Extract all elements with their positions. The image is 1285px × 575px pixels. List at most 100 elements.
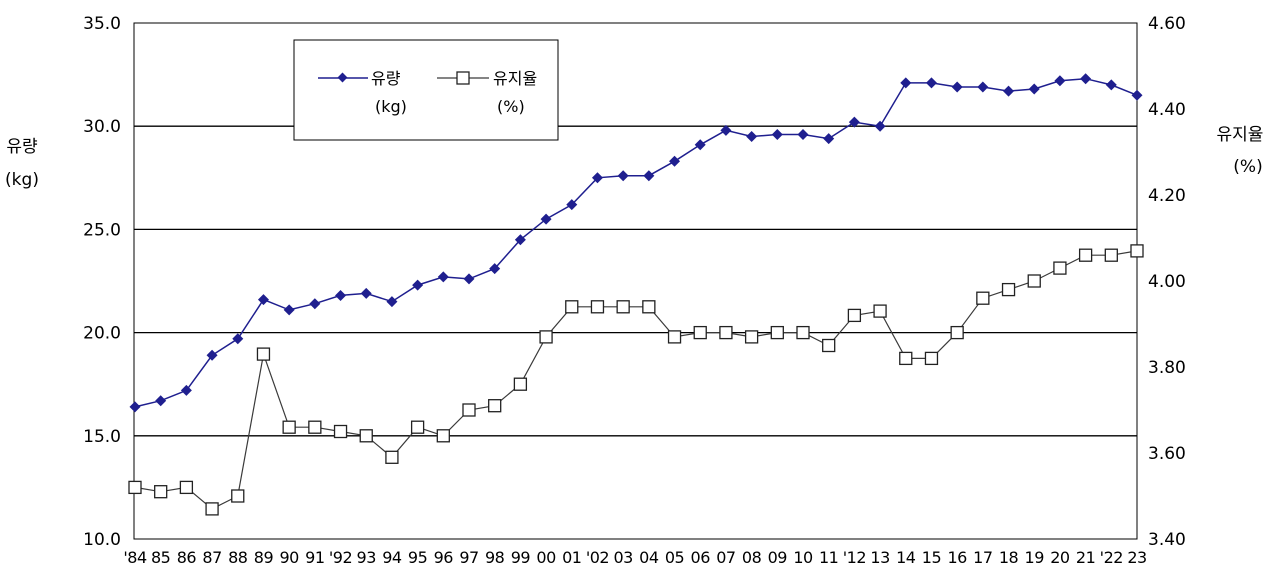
yield-point bbox=[1105, 79, 1117, 91]
fat-point bbox=[924, 351, 939, 366]
x-tick-label: 18 bbox=[999, 548, 1019, 567]
x-tick-label: 20 bbox=[1050, 548, 1070, 567]
left-tick-label: 10.0 bbox=[83, 530, 121, 550]
fat-point bbox=[539, 330, 553, 344]
yield-point bbox=[257, 294, 269, 306]
fat-point bbox=[667, 330, 682, 344]
x-tick-label: '22 bbox=[1100, 548, 1123, 567]
x-tick-label: '12 bbox=[843, 548, 866, 567]
yield-point bbox=[1131, 89, 1143, 101]
right-axis-title-line1: 유지율 bbox=[1217, 125, 1264, 145]
yield-point bbox=[155, 395, 167, 407]
fat-point bbox=[1001, 282, 1016, 297]
fat-point bbox=[847, 308, 862, 323]
yield-point bbox=[1003, 85, 1015, 97]
fat-point bbox=[359, 429, 373, 443]
fat-point bbox=[256, 347, 271, 361]
fat-point bbox=[976, 291, 990, 305]
yield-point bbox=[797, 128, 809, 140]
fat-point bbox=[950, 325, 964, 340]
x-tick-label: 10 bbox=[793, 548, 813, 567]
fat-point bbox=[1053, 261, 1067, 275]
fat-point bbox=[436, 429, 450, 443]
x-tick-label: '02 bbox=[586, 548, 609, 567]
yield-point bbox=[232, 333, 244, 345]
x-tick-label: 05 bbox=[665, 548, 684, 567]
fat-point bbox=[333, 424, 348, 439]
fat-point bbox=[770, 325, 784, 340]
right-tick-label: 3.60 bbox=[1148, 444, 1186, 464]
right-tick-label: 4.20 bbox=[1148, 186, 1186, 206]
x-tick-label: 85 bbox=[151, 548, 170, 567]
yield-point bbox=[437, 271, 449, 283]
x-tick-label: 91 bbox=[305, 548, 324, 567]
x-tick-label: 96 bbox=[434, 548, 454, 567]
fat-point bbox=[410, 420, 425, 434]
yield-point bbox=[591, 172, 603, 184]
yield-point bbox=[309, 298, 321, 310]
fat-point bbox=[513, 377, 528, 391]
fat-point bbox=[565, 300, 579, 314]
legend-marker-fat bbox=[456, 71, 470, 85]
legend-label-fat-line2: (%) bbox=[497, 97, 525, 116]
yield-point bbox=[463, 273, 475, 285]
fat-point bbox=[205, 502, 219, 516]
fat-point bbox=[385, 450, 399, 464]
yield-point bbox=[925, 77, 937, 89]
right-axis-title-line2: (%) bbox=[1233, 157, 1262, 177]
yield-point bbox=[129, 401, 141, 413]
fat-point bbox=[822, 338, 836, 353]
x-tick-label: 89 bbox=[254, 548, 274, 567]
x-tick-label: 08 bbox=[742, 548, 762, 567]
plot-area bbox=[133, 22, 1138, 540]
x-tick-label: 11 bbox=[819, 548, 838, 567]
left-tick-label: 35.0 bbox=[83, 14, 121, 34]
left-tick-label: 15.0 bbox=[83, 427, 121, 447]
right-axis-ticks: 3.40 3.60 3.80 4.00 4.20 4.40 4.60 bbox=[1148, 14, 1186, 550]
legend-label-yield-line1: 유량 bbox=[371, 69, 401, 88]
x-tick-label: 90 bbox=[279, 548, 299, 567]
series-layer bbox=[128, 73, 1144, 516]
left-axis-title-line1: 유량 bbox=[6, 137, 38, 157]
right-tick-label: 3.40 bbox=[1148, 530, 1186, 550]
fat-point bbox=[1130, 244, 1144, 258]
fat-point bbox=[796, 325, 810, 340]
legend: 유량 (kg) 유지율 (%) bbox=[293, 39, 559, 141]
x-tick-label: 07 bbox=[716, 548, 735, 567]
yield-point bbox=[746, 131, 758, 143]
fat-point bbox=[1027, 274, 1041, 288]
yield-point bbox=[1028, 83, 1040, 95]
legend-label-yield-line2: (kg) bbox=[375, 97, 407, 116]
x-tick-label: 01 bbox=[562, 548, 581, 567]
fat-point bbox=[488, 399, 502, 413]
x-tick-label: 87 bbox=[202, 548, 221, 567]
yield-point bbox=[823, 133, 835, 145]
yield-point bbox=[720, 124, 732, 136]
yield-point bbox=[489, 263, 501, 275]
fat-point bbox=[282, 420, 296, 434]
x-axis-ticks: '84 85 86 87 88 89 90 91 '92 93 94 95 96 97 98 99 00 01 '0… bbox=[123, 548, 1147, 567]
fat-point bbox=[128, 480, 142, 495]
fat-point bbox=[462, 403, 476, 417]
fat-point bbox=[719, 325, 733, 340]
fat-point bbox=[1104, 248, 1118, 262]
left-tick-label: 25.0 bbox=[83, 220, 121, 240]
x-tick-label: 09 bbox=[768, 548, 788, 567]
left-axis-ticks: 10.0 15.0 20.0 25.0 30.0 35.0 bbox=[83, 14, 121, 550]
x-tick-label: 03 bbox=[613, 548, 632, 567]
x-tick-label: 19 bbox=[1025, 548, 1045, 567]
yield-point bbox=[283, 304, 295, 316]
yield-point bbox=[694, 139, 706, 151]
yield-point bbox=[180, 384, 192, 396]
fat-point bbox=[154, 485, 168, 499]
series-line-fat bbox=[134, 250, 1138, 510]
x-tick-label: 93 bbox=[357, 548, 376, 567]
yield-point bbox=[771, 128, 783, 140]
yield-point bbox=[1080, 73, 1092, 85]
yield-point bbox=[874, 120, 886, 132]
yield-point bbox=[335, 289, 347, 301]
fat-point bbox=[308, 420, 322, 434]
x-tick-label: 06 bbox=[691, 548, 711, 567]
yield-point bbox=[977, 81, 989, 93]
